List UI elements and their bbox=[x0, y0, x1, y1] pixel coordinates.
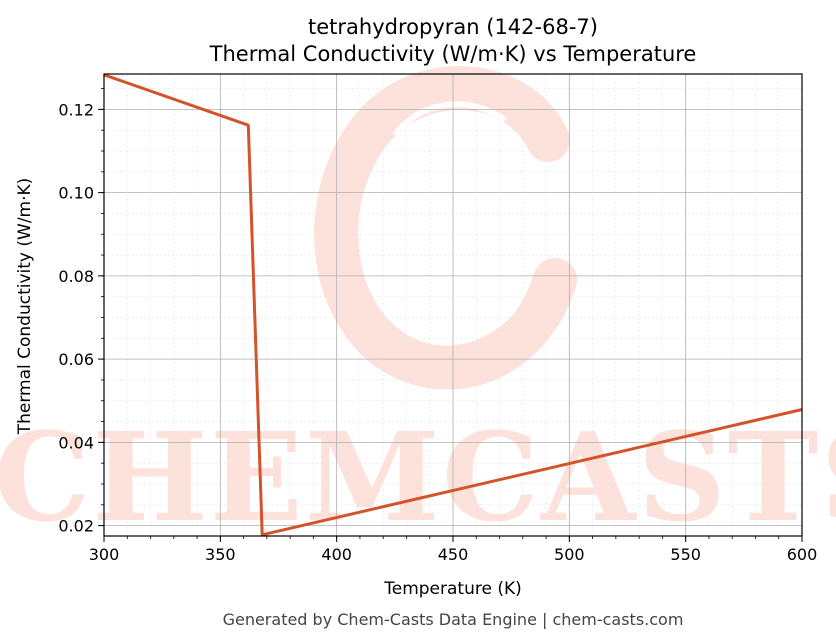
y-tick-label: 0.12 bbox=[58, 100, 94, 119]
y-tick-label: 0.10 bbox=[58, 184, 94, 203]
chart-subtitle: Thermal Conductivity (W/m·K) vs Temperat… bbox=[209, 42, 697, 66]
x-tick-label: 450 bbox=[438, 545, 469, 564]
x-tick-label: 500 bbox=[554, 545, 585, 564]
y-axis-ticks: 0.02 0.04 0.06 0.08 0.10 0.12 bbox=[58, 88, 104, 536]
x-tick-label: 400 bbox=[321, 545, 352, 564]
y-tick-label: 0.08 bbox=[58, 267, 94, 286]
y-axis-label: Thermal Conductivity (W/m·K) bbox=[15, 178, 35, 436]
x-axis-ticks: 300 350 400 450 500 550 600 bbox=[89, 536, 818, 564]
x-tick-label: 350 bbox=[205, 545, 236, 564]
x-tick-label: 300 bbox=[89, 545, 120, 564]
watermark: CHEMCASTS bbox=[0, 66, 836, 549]
series-layer bbox=[103, 73, 803, 537]
y-tick-label: 0.02 bbox=[58, 517, 94, 536]
chart-title: tetrahydropyran (142-68-7) bbox=[308, 15, 598, 39]
series-line bbox=[103, 73, 803, 537]
y-tick-label: 0.06 bbox=[58, 350, 94, 369]
x-tick-label: 600 bbox=[787, 545, 818, 564]
watermark-text: CHEMCASTS bbox=[0, 405, 836, 549]
y-tick-label: 0.04 bbox=[58, 433, 94, 452]
x-axis-label: Temperature (K) bbox=[383, 579, 522, 599]
x-tick-label: 550 bbox=[670, 545, 701, 564]
footer-credit: Generated by Chem-Casts Data Engine | ch… bbox=[223, 610, 684, 629]
